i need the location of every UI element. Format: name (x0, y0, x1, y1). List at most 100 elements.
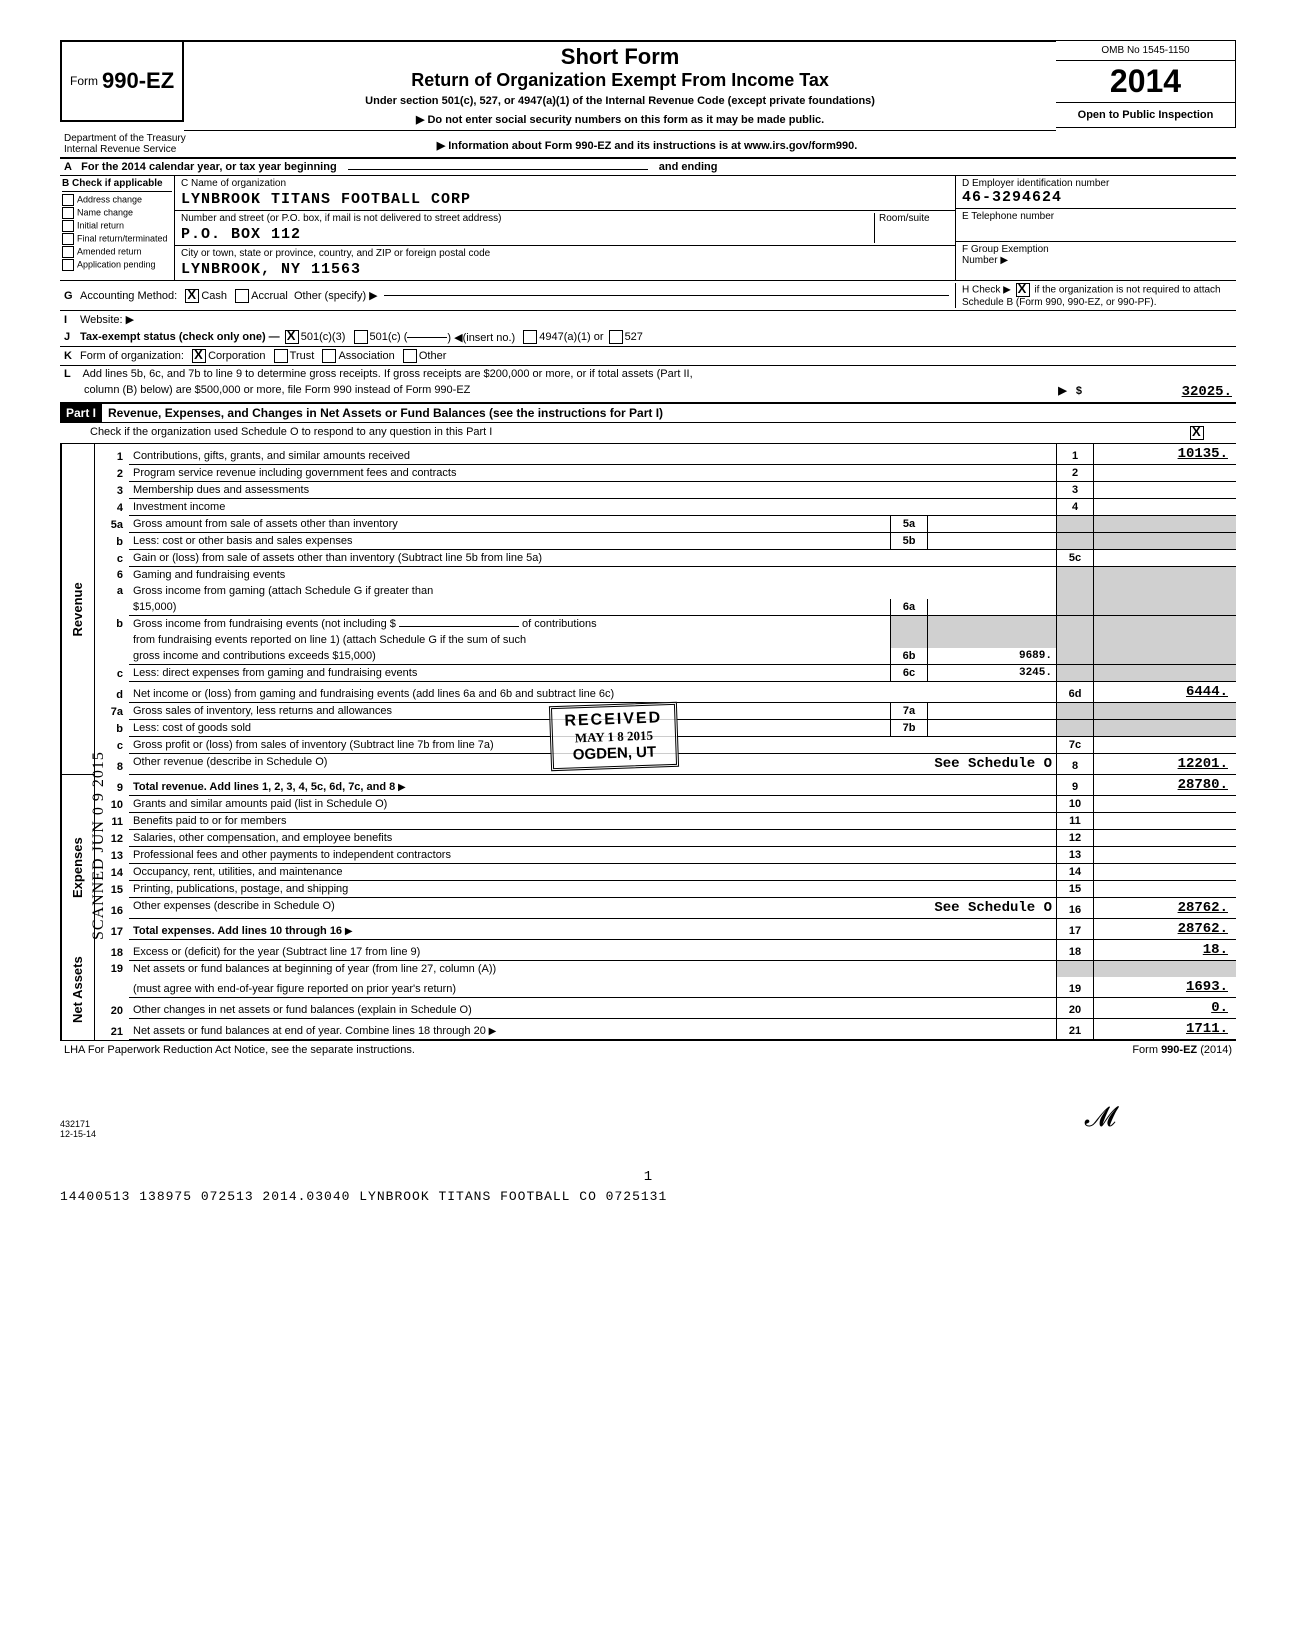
chk-name-change[interactable]: Name change (62, 207, 172, 219)
line-11-rnum: 11 (1057, 813, 1094, 830)
line-8-note: See Schedule O (934, 756, 1052, 772)
line-7b-innum: 7b (891, 720, 928, 737)
chk-527[interactable] (609, 330, 623, 344)
line-9-rnum: 9 (1057, 775, 1094, 796)
line-7a-num: 7a (95, 703, 130, 720)
pointer-ssn: ▶ Do not enter social security numbers o… (190, 113, 1050, 126)
line-4-desc: Investment income (129, 499, 1057, 516)
line-19-num: 19 (95, 961, 130, 978)
j-label: J (64, 331, 80, 343)
k-label: K (64, 350, 80, 362)
line-7b-num: b (95, 720, 130, 737)
part-1-title: Revenue, Expenses, and Changes in Net As… (102, 404, 1236, 422)
row-i: I Website: ▶ (60, 311, 1236, 328)
chk-final-return[interactable]: Final return/terminated (62, 233, 172, 245)
line-20-num: 20 (95, 998, 130, 1019)
line-2-desc: Program service revenue including govern… (129, 465, 1057, 482)
line-17-desc: Total expenses. Add lines 10 through 16 (129, 919, 1057, 940)
line-5c-num: c (95, 550, 130, 567)
line-13-desc: Professional fees and other payments to … (129, 847, 1057, 864)
dept-row: Department of the Treasury Internal Reve… (60, 131, 1236, 159)
line-21-num: 21 (95, 1019, 130, 1040)
city-label: City or town, state or province, country… (181, 248, 949, 259)
col-c: C Name of organization LYNBROOK TITANS F… (175, 176, 955, 280)
ein-value: 46-3294624 (962, 189, 1230, 206)
col-b-checkboxes: B Check if applicable Address change Nam… (60, 176, 175, 280)
row-a: A For the 2014 calendar year, or tax yea… (60, 159, 1236, 176)
line-16-note: See Schedule O (934, 900, 1052, 916)
col-b-head: B Check if applicable (62, 178, 172, 192)
chk-4947[interactable] (523, 330, 537, 344)
line-2-num: 2 (95, 465, 130, 482)
chk-corporation[interactable] (192, 349, 206, 363)
insert-no-label: ) ◀(insert no.) (447, 331, 515, 344)
line-10-num: 10 (95, 796, 130, 813)
telephone-label: E Telephone number (962, 211, 1230, 222)
line-6a-desc2: $15,000) (129, 599, 891, 616)
line-13-num: 13 (95, 847, 130, 864)
line-6c-num: c (95, 665, 130, 682)
paperwork-notice: LHA For Paperwork Reduction Act Notice, … (64, 1044, 415, 1056)
tax-year: 2014 (1056, 61, 1236, 103)
cash-label: Cash (201, 290, 227, 302)
chk-trust[interactable] (274, 349, 288, 363)
form-prefix: Form (70, 74, 98, 88)
chk-schedule-b[interactable] (1016, 283, 1030, 297)
line-18-desc: Excess or (deficit) for the year (Subtra… (129, 940, 1057, 961)
chk-amended[interactable]: Amended return (62, 246, 172, 258)
accrual-label: Accrual (251, 290, 288, 302)
line-3-desc: Membership dues and assessments (129, 482, 1057, 499)
line-7c-num: c (95, 737, 130, 754)
chk-application-pending[interactable]: Application pending (62, 259, 172, 271)
line-6-desc: Gaming and fundraising events (129, 567, 1057, 584)
line-18-num: 18 (95, 940, 130, 961)
part-1-header: Part I Revenue, Expenses, and Changes in… (60, 404, 1236, 423)
l-text-1: Add lines 5b, 6c, and 7b to line 9 to de… (82, 368, 692, 380)
title-short-form: Short Form (190, 44, 1050, 70)
line-6d-val: 6444. (1094, 682, 1237, 703)
line-6b-desc4: gross income and contributions exceeds $… (129, 648, 891, 665)
chk-accrual[interactable] (235, 289, 249, 303)
line-19-val: 1693. (1094, 977, 1237, 998)
line-14-rnum: 14 (1057, 864, 1094, 881)
line-5c-desc: Gain or (loss) from sale of assets other… (129, 550, 1057, 567)
side-net-assets: Net Assets (61, 940, 95, 1040)
chk-association[interactable] (322, 349, 336, 363)
title-return: Return of Organization Exempt From Incom… (190, 70, 1050, 91)
line-19-rnum: 19 (1057, 977, 1094, 998)
i-label: I (64, 314, 80, 326)
page-number: 1 (60, 1169, 1236, 1185)
line-15-desc: Printing, publications, postage, and shi… (129, 881, 1057, 898)
line-6a-desc: Gross income from gaming (attach Schedul… (129, 583, 1057, 599)
association-label: Association (338, 350, 394, 362)
row-j: J Tax-exempt status (check only one) — 5… (60, 328, 1236, 347)
line-12-rnum: 12 (1057, 830, 1094, 847)
chk-address-change[interactable]: Address change (62, 194, 172, 206)
line-9-num: 9 (95, 775, 130, 796)
chk-501c3[interactable] (285, 330, 299, 344)
line-6-num: 6 (95, 567, 130, 584)
line-6c-desc: Less: direct expenses from gaming and fu… (129, 665, 891, 682)
g-label: G (64, 290, 80, 302)
chk-501c[interactable] (354, 330, 368, 344)
chk-schedule-o[interactable] (1190, 426, 1204, 440)
line-10-desc: Grants and similar amounts paid (list in… (129, 796, 1057, 813)
chk-other-org[interactable] (403, 349, 417, 363)
line-21-val: 1711. (1094, 1019, 1237, 1040)
line-5b-num: b (95, 533, 130, 550)
stamp-location: OGDEN, UT (565, 743, 663, 763)
line-1-num: 1 (95, 444, 130, 465)
bottom-line: 14400513 138975 072513 2014.03040 LYNBRO… (60, 1189, 1236, 1204)
line-6d-num: d (95, 682, 130, 703)
line-6c-inval: 3245. (928, 665, 1057, 682)
row-k: K Form of organization: Corporation Trus… (60, 347, 1236, 366)
dept-treasury: Department of the Treasury (64, 133, 234, 144)
gross-receipts-amount: 32025. (1082, 384, 1232, 400)
chk-cash[interactable] (185, 289, 199, 303)
line-18-val: 18. (1094, 940, 1237, 961)
line-1-val: 10135. (1094, 444, 1237, 465)
chk-initial-return[interactable]: Initial return (62, 220, 172, 232)
line-16-val: 28762. (1094, 898, 1237, 919)
line-5a-innum: 5a (891, 516, 928, 533)
line-7a-innum: 7a (891, 703, 928, 720)
